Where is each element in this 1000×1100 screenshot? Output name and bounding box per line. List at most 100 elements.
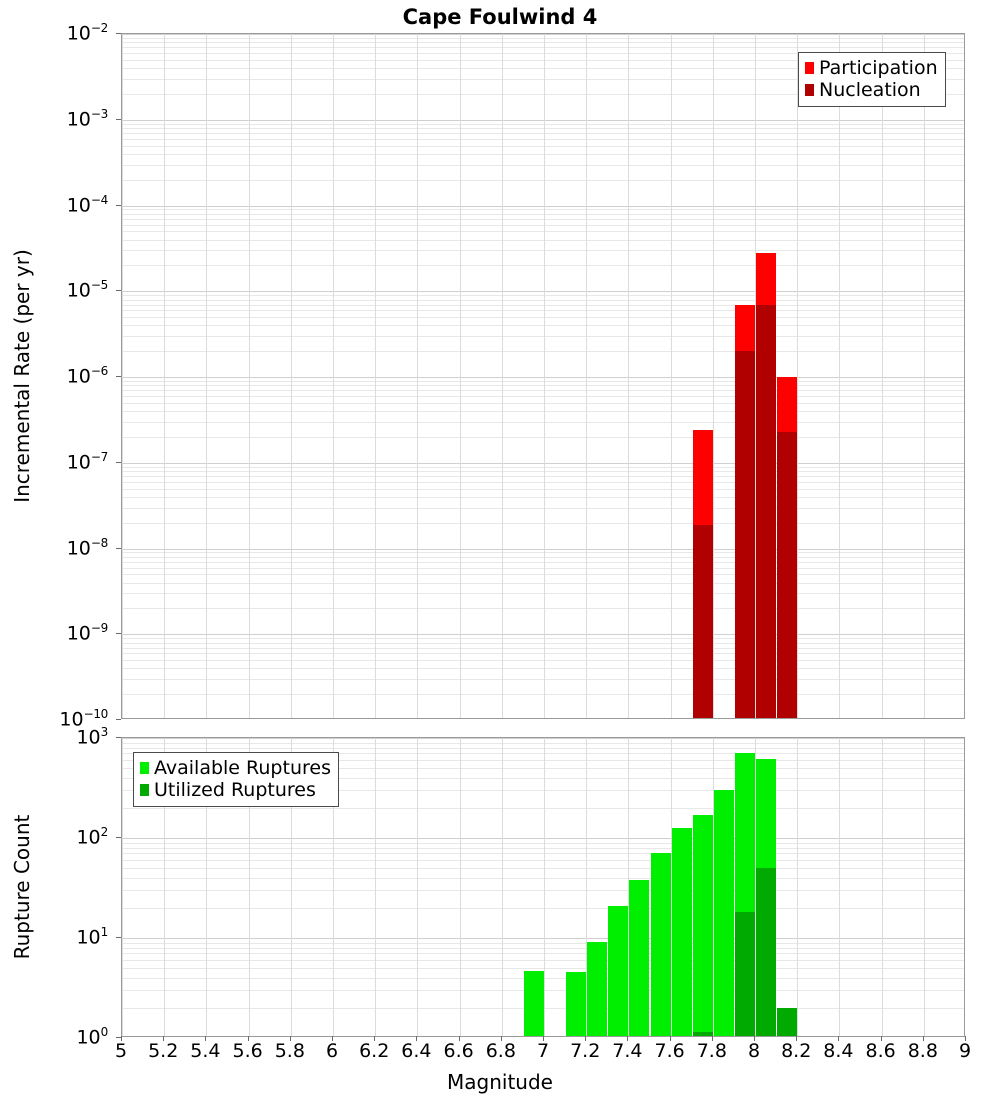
y-tick-mark	[116, 33, 121, 34]
x-axis-label: Magnitude	[447, 1070, 553, 1094]
y-tick-mark	[116, 204, 121, 206]
y-tick-label-top: 10−6	[66, 364, 109, 388]
x-tick-label: 6.8	[485, 1040, 516, 1062]
x-tick-mark	[374, 1036, 375, 1041]
x-tick-mark	[923, 1036, 924, 1041]
y-tick-label-top: 10−8	[66, 535, 109, 559]
x-tick-mark	[332, 1036, 333, 1041]
x-tick-mark	[965, 1036, 966, 1041]
y-tick-mark	[116, 633, 121, 635]
bar-nucleation	[735, 351, 755, 718]
y-tick-mark	[116, 937, 121, 938]
x-tick-mark	[754, 1036, 755, 1041]
y-tick-label-bottom: 100	[76, 1025, 108, 1049]
bar-nucleation	[777, 432, 797, 718]
legend-label: Participation	[819, 56, 938, 79]
x-tick-mark	[670, 1036, 671, 1041]
legend-top: Participation Nucleation	[798, 52, 946, 107]
x-tick-label: 7.6	[654, 1040, 685, 1062]
x-tick-mark	[881, 1036, 882, 1041]
x-axis-ticks: 5 5.2 5.4 5.6 5.8 6 6.2 6.4 6.6 6.8 7 7.2 7.4 7.6 7.8 8…	[0, 1036, 1000, 1068]
y-tick-mark	[116, 737, 121, 738]
x-tick-mark	[248, 1036, 249, 1041]
bar-available-ruptures	[693, 815, 713, 1036]
y-tick-label-bottom: 101	[76, 925, 108, 949]
x-tick-mark	[501, 1036, 502, 1041]
x-tick-label: 5.2	[148, 1040, 179, 1062]
x-tick-label: 7.4	[612, 1040, 643, 1062]
y-tick-mark	[116, 376, 121, 377]
bar-nucleation	[756, 305, 776, 718]
y-tick-mark	[116, 461, 121, 463]
x-tick-mark	[543, 1036, 544, 1041]
bar-available-ruptures	[651, 853, 671, 1036]
bars-bottom	[122, 738, 964, 1036]
x-tick-mark	[290, 1036, 291, 1041]
y-tick-label-top: 10−5	[66, 278, 109, 302]
bar-available-ruptures	[629, 880, 649, 1036]
legend-label: Utilized Ruptures	[154, 778, 316, 801]
x-tick-label: 8.2	[781, 1040, 812, 1062]
y-tick-label-top: 10−9	[66, 621, 109, 645]
bar-available-ruptures	[566, 972, 586, 1036]
y-tick-mark	[116, 118, 121, 120]
bar-utilized-ruptures	[693, 1032, 713, 1036]
x-tick-mark	[627, 1036, 628, 1041]
legend-bottom-item[interactable]: Utilized Ruptures	[140, 779, 331, 801]
bar-available-ruptures	[672, 828, 692, 1036]
x-tick-mark	[838, 1036, 839, 1041]
bar-available-ruptures	[524, 971, 544, 1036]
bar-utilized-ruptures	[756, 868, 776, 1036]
bar-utilized-ruptures	[735, 912, 755, 1036]
x-tick-mark	[121, 1036, 122, 1041]
y-axis-ticks-top: 10−2 10−3 10−4 10−5 10−6 10−7 10−8 10−9 10−10	[0, 22, 121, 753]
x-tick-label: 5.8	[274, 1040, 305, 1062]
legend-swatch-icon	[140, 784, 149, 796]
bars-top	[122, 34, 964, 718]
x-tick-label: 6	[325, 1040, 339, 1062]
x-tick-label: 6.4	[401, 1040, 432, 1062]
y-tick-label-top: 10−7	[66, 449, 109, 474]
y-tick-mark	[116, 290, 121, 292]
x-tick-mark	[712, 1036, 713, 1041]
bar-nucleation	[693, 525, 713, 718]
x-tick-label: 7.2	[570, 1040, 601, 1062]
legend-label: Available Ruptures	[154, 756, 331, 779]
legend-top-item[interactable]: Participation	[805, 57, 938, 79]
legend-swatch-icon	[805, 84, 814, 96]
x-tick-label: 8	[747, 1040, 761, 1062]
legend-top-item[interactable]: Nucleation	[805, 79, 938, 101]
x-tick-label: 8.6	[865, 1040, 896, 1062]
x-tick-label: 7.8	[696, 1040, 727, 1062]
x-tick-label: 8.8	[907, 1040, 938, 1062]
y-tick-mark	[116, 547, 121, 549]
x-tick-label: 6.6	[443, 1040, 474, 1062]
x-tick-mark	[459, 1036, 460, 1041]
y-tick-mark	[116, 719, 121, 720]
y-tick-label-bottom: 103	[76, 725, 108, 749]
y-tick-mark	[116, 837, 121, 838]
legend-swatch-icon	[805, 62, 814, 74]
y-tick-label-top: 10−2	[66, 21, 109, 45]
x-tick-mark	[796, 1036, 797, 1041]
y-tick-label-top: 10−3	[66, 106, 109, 131]
y-tick-label-bottom: 102	[76, 825, 108, 849]
x-tick-label: 5.4	[190, 1040, 221, 1062]
legend-bottom-item[interactable]: Available Ruptures	[140, 757, 331, 779]
legend-bottom: Available Ruptures Utilized Ruptures	[133, 752, 339, 807]
y-tick-label-top: 10−10	[59, 707, 108, 731]
legend-swatch-icon	[140, 762, 149, 774]
x-tick-label: 7	[536, 1040, 550, 1062]
x-tick-label: 8.4	[823, 1040, 854, 1062]
x-tick-label: 5.6	[232, 1040, 263, 1062]
x-tick-label: 9	[958, 1040, 972, 1062]
y-axis-label-top: Incremental Rate (per yr)	[10, 249, 34, 503]
bar-available-ruptures	[714, 790, 734, 1036]
y-axis-ticks-bottom: 103 102 101 100	[0, 726, 121, 1057]
incremental-rate-plot	[121, 33, 965, 719]
y-tick-label-top: 10−4	[66, 192, 109, 216]
y-tick-mark	[116, 1037, 121, 1038]
page-title: Cape Foulwind 4	[402, 5, 598, 29]
x-tick-label: 5	[114, 1040, 128, 1062]
